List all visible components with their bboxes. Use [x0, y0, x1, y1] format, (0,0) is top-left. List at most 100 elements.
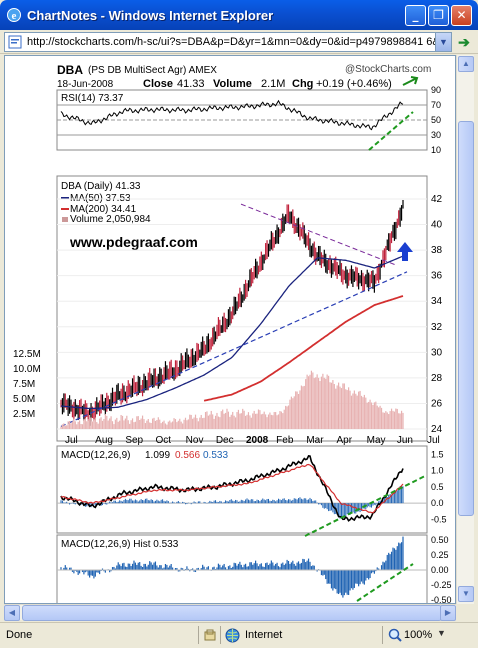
month-axis-label: Oct [156, 435, 172, 446]
month-axis-label: Apr [337, 435, 353, 446]
address-field[interactable]: http://stockcharts.com/h-sc/ui?s=DBA&p=D… [4, 32, 452, 52]
internet-zone-icon [225, 628, 240, 643]
page-viewport: DBA (PS DB MultiSect Agr) AMEX @StockCha… [4, 55, 456, 604]
chart-symbol: DBA [57, 63, 83, 77]
macd-tick-label: 1.5 [431, 449, 444, 459]
macd-value-3: 0.533 [203, 450, 228, 461]
hist-tick-label: -0.50 [431, 595, 452, 604]
month-axis-label: Jul [427, 435, 440, 446]
restore-button[interactable]: ❐ [428, 5, 449, 26]
hist-trendline [356, 563, 414, 602]
price-tick-label: 36 [431, 271, 443, 282]
macd-value-2: 0.566 [175, 450, 200, 461]
vertical-scrollbar[interactable]: ▲ ▼ [456, 55, 474, 604]
rsi-tick-label: 10 [431, 145, 441, 155]
ma50-line [60, 255, 404, 410]
close-button[interactable]: ✕ [451, 5, 472, 26]
stockcharts-copyright: @StockCharts.com [345, 64, 431, 75]
scroll-up-icon[interactable]: ▲ [458, 56, 474, 72]
scroll-left-icon[interactable]: ◀ [4, 605, 20, 621]
svg-text:e: e [12, 10, 17, 22]
chg-value: +0.19 (+0.46%) [316, 78, 392, 90]
page-icon [8, 35, 22, 49]
price-tick-label: 30 [431, 347, 443, 358]
macd-trendline [304, 475, 426, 537]
month-axis-label: Sep [125, 435, 143, 446]
rsi-tick-label: 70 [431, 100, 441, 110]
price-legend-volume: Volume 2,050,984 [70, 214, 151, 225]
macd-label: MACD(12,26,9) [61, 450, 130, 461]
url-text[interactable]: http://stockcharts.com/h-sc/ui?s=DBA&p=D… [27, 36, 435, 48]
hist-tick-label: 0.25 [431, 550, 449, 560]
resistance-trendline [240, 203, 398, 266]
volume-value: 2.1M [261, 78, 285, 90]
month-axis-label: Nov [186, 435, 204, 446]
volume-tick-label: 10.0M [13, 364, 41, 375]
macd-tick-label: 0.5 [431, 482, 444, 492]
chart-date: 18-Jun-2008 [57, 79, 114, 90]
macd-tick-label: -0.5 [431, 514, 447, 524]
go-icon[interactable]: ➔ [458, 34, 470, 50]
price-tick-label: 24 [431, 424, 443, 435]
price-legend-main: DBA (Daily) 41.33 [61, 181, 141, 192]
title-bar: e ChartNotes - Windows Internet Explorer… [0, 0, 478, 30]
vertical-scroll-thumb[interactable] [458, 121, 474, 516]
rsi-tick-label: 90 [431, 85, 441, 95]
ma200-line [203, 295, 404, 402]
rsi-tick-label: 50 [431, 115, 441, 125]
scroll-down-icon[interactable]: ▼ [458, 586, 474, 602]
zoom-level[interactable]: 100% [404, 629, 433, 641]
status-text: Done [6, 629, 33, 641]
blue-up-arrow-icon [397, 242, 413, 261]
price-tick-label: 34 [431, 296, 443, 307]
month-axis-label: May [367, 435, 386, 446]
hist-label: MACD(12,26,9) Hist 0.533 [61, 539, 179, 550]
scroll-right-icon[interactable]: ▶ [440, 605, 456, 621]
lock-icon [204, 629, 216, 641]
chg-up-arrow-icon [402, 76, 419, 86]
minimize-button[interactable]: _ [405, 5, 426, 26]
price-tick-label: 28 [431, 373, 443, 384]
price-tick-label: 42 [431, 194, 443, 205]
support-trendline [60, 271, 408, 427]
month-axis-label: Mar [306, 435, 324, 446]
hist-tick-label: 0.50 [431, 535, 449, 545]
volume-tick-label: 5.0M [13, 394, 35, 405]
month-axis-label: Dec [216, 435, 234, 446]
address-bar: http://stockcharts.com/h-sc/ui?s=DBA&p=D… [0, 30, 478, 54]
watermark-text: www.pdegraaf.com [69, 234, 198, 250]
macd-value-1: 1.099 [145, 450, 170, 461]
price-legend-ma200: MA(200) 34.41 [70, 204, 137, 215]
horizontal-scroll-thumb[interactable] [22, 605, 442, 621]
volume-tick-label: 7.5M [13, 379, 35, 390]
zoom-dropdown-icon[interactable]: ▼ [437, 628, 446, 638]
price-tick-label: 26 [431, 398, 443, 409]
hist-tick-label: -0.25 [431, 580, 452, 590]
horizontal-scrollbar[interactable]: ◀ ▶ [4, 604, 456, 621]
volume-label: Volume [213, 78, 252, 90]
volume-tick-label: 12.5M [13, 349, 41, 360]
month-axis-label: Feb [276, 435, 294, 446]
address-dropdown-icon[interactable]: ▼ [435, 33, 451, 51]
macd-signal-line [60, 463, 404, 514]
month-axis-label: Jun [397, 435, 413, 446]
rsi-tick-label: 30 [431, 130, 441, 140]
rsi-label: RSI(14) 73.37 [61, 93, 124, 104]
volume-tick-label: 2.5M [13, 409, 35, 420]
zone-text: Internet [245, 629, 283, 641]
stock-chart: DBA (PS DB MultiSect Agr) AMEX @StockCha… [13, 63, 452, 604]
month-axis-label: Aug [95, 435, 113, 446]
price-tick-label: 32 [431, 322, 443, 333]
month-axis-label: 2008 [246, 435, 269, 446]
month-axis-label: Jul [65, 435, 78, 446]
window-title: ChartNotes - Windows Internet Explorer [27, 8, 274, 23]
price-tick-label: 40 [431, 220, 443, 231]
close-label: Close [143, 78, 173, 90]
macd-panel: MACD(12,26,9) 1.099 0.566 0.533 [56, 445, 428, 534]
price-tick-label: 38 [431, 245, 443, 256]
rsi-trendline [368, 111, 414, 151]
macd-tick-label: 1.0 [431, 466, 444, 476]
ie-icon: e [7, 8, 21, 22]
close-value: 41.33 [177, 78, 205, 90]
zoom-icon[interactable] [388, 628, 402, 642]
